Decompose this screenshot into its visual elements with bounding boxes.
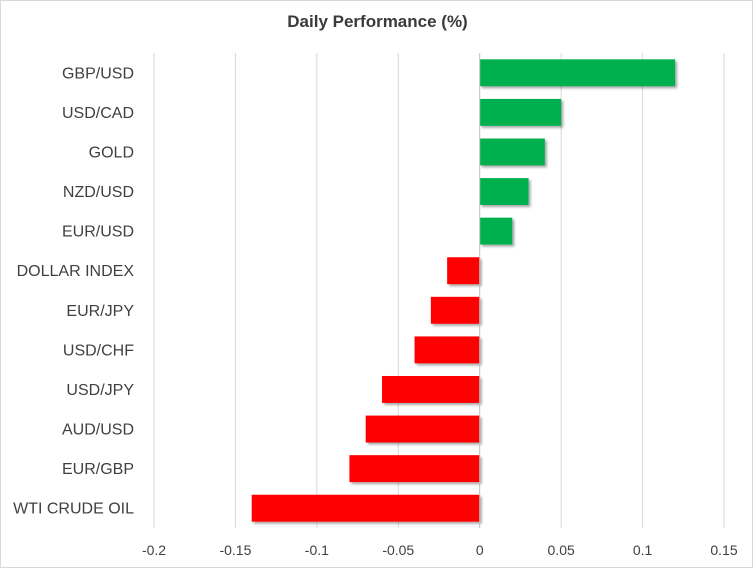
- category-label: GOLD: [89, 144, 134, 161]
- category-label: GBP/USD: [62, 65, 134, 82]
- x-tick-label: -0.2: [142, 542, 166, 558]
- chart-title: Daily Performance (%): [287, 12, 468, 31]
- x-tick-label: -0.15: [219, 542, 251, 558]
- x-tick-label: -0.1: [305, 542, 329, 558]
- bar-usd-cad: [479, 98, 562, 126]
- category-label: WTI CRUDE OIL: [13, 501, 134, 518]
- x-tick-label: 0.05: [548, 542, 575, 558]
- category-label: EUR/GBP: [62, 461, 134, 478]
- x-tick-label: -0.05: [382, 542, 414, 558]
- bar-aud-usd: [365, 415, 480, 443]
- bar-wti-crude-oil: [251, 494, 480, 522]
- bar-gbp-usd: [479, 59, 676, 87]
- category-label: EUR/JPY: [66, 303, 134, 320]
- category-label: AUD/USD: [62, 422, 134, 439]
- x-tick-label: 0.15: [710, 542, 737, 558]
- bar-usd-jpy: [382, 376, 480, 403]
- x-tick-label: 0: [476, 542, 484, 558]
- bar-nzd-usd: [479, 178, 529, 205]
- bar-usd-chf: [414, 336, 480, 364]
- bar-dollar-index: [447, 257, 480, 285]
- bar-eur-jpy: [430, 296, 480, 324]
- x-tick-label: 0.1: [633, 542, 653, 558]
- category-label: USD/CHF: [63, 342, 134, 359]
- bar-eur-gbp: [349, 455, 480, 483]
- category-label: DOLLAR INDEX: [17, 263, 135, 280]
- category-label: NZD/USD: [63, 184, 134, 201]
- bar-gold: [479, 138, 545, 166]
- bar-eur-usd: [479, 217, 513, 245]
- category-label: USD/JPY: [66, 382, 134, 399]
- category-label: USD/CAD: [62, 105, 134, 122]
- category-label: EUR/USD: [62, 224, 134, 241]
